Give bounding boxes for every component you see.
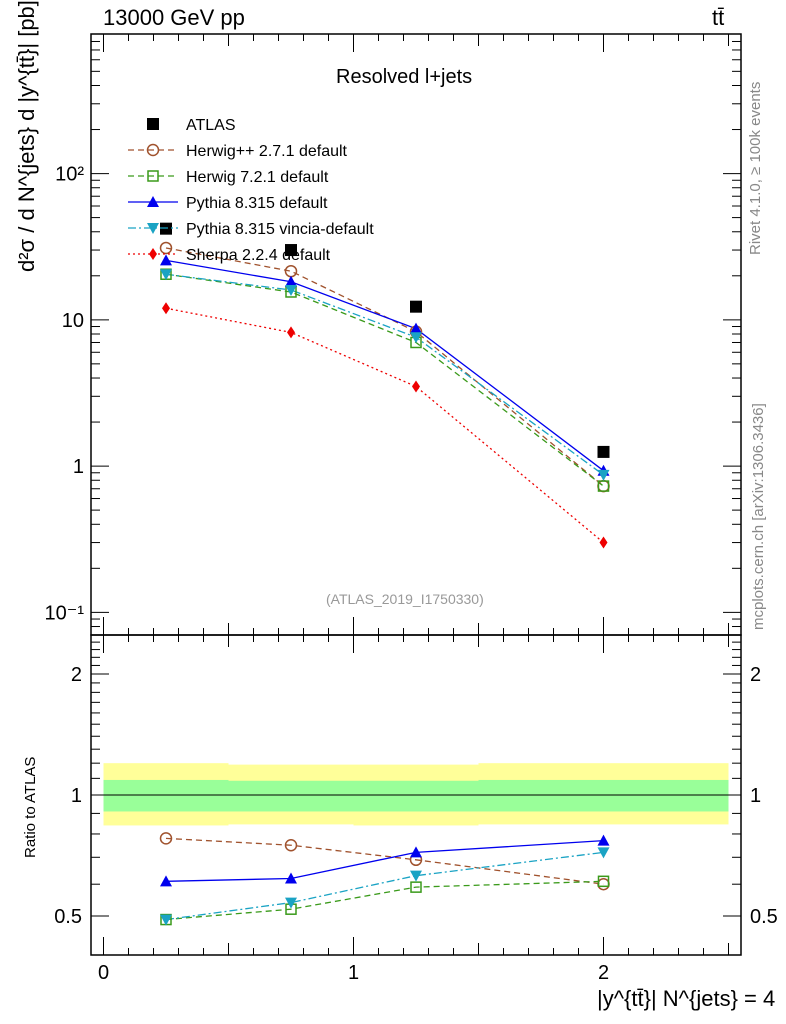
plot-title: Resolved l+jets — [336, 66, 473, 88]
legend-marker-sherpa-2-2-4-default — [149, 248, 157, 260]
green-band-segment — [228, 780, 354, 812]
main-point-pythia-8-315-vincia-default — [597, 469, 610, 481]
main-y-tick-label: 10 — [62, 310, 84, 332]
main-y-tick-label: 10² — [55, 164, 84, 186]
ratio-point-pythia-8-315-default — [410, 846, 422, 858]
x-tick-label: 2 — [598, 962, 609, 984]
legend-marker-atlas — [147, 118, 159, 130]
main-point-sherpa-2-2-4-default — [162, 302, 170, 315]
ratio-line-herwig-7-2-1-default — [165, 880, 604, 921]
main-line-pythia-8-315-vincia-default — [165, 273, 604, 476]
main-point-herwig-2-7-1-default — [597, 479, 610, 493]
ratio-point-pythia-8-315-vincia-default — [160, 914, 172, 926]
main-point-pythia-8-315-default — [285, 275, 297, 287]
ratio-y-tick-label-left: 1 — [71, 785, 82, 807]
ratio-point-herwig-2-7-1-default — [159, 832, 173, 845]
main-point-herwig-2-7-1-default — [284, 264, 298, 278]
ratio-line-pythia-8-315-vincia-default — [165, 851, 604, 921]
ratio-uncertainty-bands — [103, 763, 729, 826]
main-line-sherpa-2-2-4-default — [165, 307, 604, 544]
ratio-point-pythia-8-315-vincia-default — [597, 847, 610, 859]
main-y-tick-label: 1 — [73, 456, 84, 478]
main-point-atlas — [160, 222, 172, 235]
main-point-sherpa-2-2-4-default — [599, 536, 608, 549]
ratio-y-tick-label-right: 2 — [750, 664, 761, 686]
main-point-herwig-7-2-1-default — [597, 480, 610, 492]
legend-marker-herwig-2-7-1-default — [146, 143, 160, 157]
ratio-y-tick-label-left: 0.5 — [54, 906, 82, 928]
series-lines — [165, 247, 604, 921]
x-tick-label: 1 — [348, 962, 359, 984]
legend: ATLAS Herwig++ 2.7.1 default Herwig 7.2.1 … — [128, 117, 374, 264]
main-point-atlas — [285, 244, 297, 257]
main-line-pythia-8-315-default — [165, 259, 604, 472]
series-markers — [159, 222, 610, 926]
main-point-pythia-8-315-default — [160, 254, 172, 266]
legend-label-atlas: ATLAS — [186, 117, 236, 134]
energy-label: 13000 GeV pp — [103, 5, 245, 30]
main-point-sherpa-2-2-4-default — [287, 326, 295, 339]
main-line-herwig-7-2-1-default — [165, 273, 604, 487]
green-band-segment — [103, 779, 229, 812]
ratio-point-herwig-7-2-1-default — [597, 875, 610, 888]
ratio-point-pythia-8-315-default — [597, 834, 610, 846]
ratio-point-pythia-8-315-default — [160, 875, 172, 887]
legend-label-pythia-8-315-default: Pythia 8.315 default — [186, 195, 328, 212]
ratio-line-herwig-2-7-1-default — [165, 837, 604, 885]
legend-label-sherpa-2-2-4-default: Sherpa 2.2.4 default — [186, 247, 331, 264]
main-point-pythia-8-315-vincia-default — [285, 284, 297, 296]
legend-marker-pythia-8-315-default — [147, 196, 159, 207]
main-point-herwig-2-7-1-default — [159, 241, 173, 255]
analysis-reference: (ATLAS_2019_I1750330) — [326, 591, 484, 607]
ratio-point-pythia-8-315-vincia-default — [285, 897, 297, 909]
main-point-pythia-8-315-vincia-default — [160, 269, 172, 281]
ratio-y-tick-label-right: 0.5 — [750, 906, 778, 928]
legend-label-pythia-8-315-vincia-default: Pythia 8.315 vincia-default — [186, 221, 374, 238]
legend-marker-pythia-8-315-vincia-default — [147, 223, 159, 234]
main-point-pythia-8-315-vincia-default — [410, 332, 422, 344]
main-point-atlas — [597, 445, 610, 458]
x-axis-label: |y^{tt̄}| N^{jets} = 4 — [597, 986, 776, 1011]
ratio-y-tick-label-left: 2 — [71, 664, 82, 686]
ratio-line-pythia-8-315-default — [165, 839, 604, 882]
legend-marker-herwig-7-2-1-default — [147, 170, 159, 182]
main-y-tick-label: 10⁻¹ — [45, 602, 85, 624]
main-line-herwig-2-7-1-default — [165, 247, 604, 487]
main-point-atlas — [410, 300, 422, 313]
ratio-point-herwig-2-7-1-default — [284, 838, 298, 852]
ratio-point-pythia-8-315-vincia-default — [410, 870, 422, 882]
green-band-segment — [353, 780, 479, 812]
x-tick-label: 0 — [98, 962, 109, 984]
main-point-sherpa-2-2-4-default — [412, 380, 420, 393]
ratio-y-tick-label-right: 1 — [750, 785, 761, 807]
legend-label-herwig-2-7-1-default: Herwig++ 2.7.1 default — [186, 143, 348, 160]
ratio-point-herwig-7-2-1-default — [410, 881, 422, 893]
ratio-point-pythia-8-315-default — [285, 872, 297, 884]
green-band-segment — [478, 779, 729, 812]
main-point-pythia-8-315-default — [410, 322, 422, 334]
process-label: tt̄ — [712, 5, 725, 30]
legend-label-herwig-7-2-1-default: Herwig 7.2.1 default — [186, 169, 329, 186]
axes: 0 1 2 10⁻¹ 1 10 10² 0.5 0.5 1 1 2 2 — [45, 33, 778, 984]
